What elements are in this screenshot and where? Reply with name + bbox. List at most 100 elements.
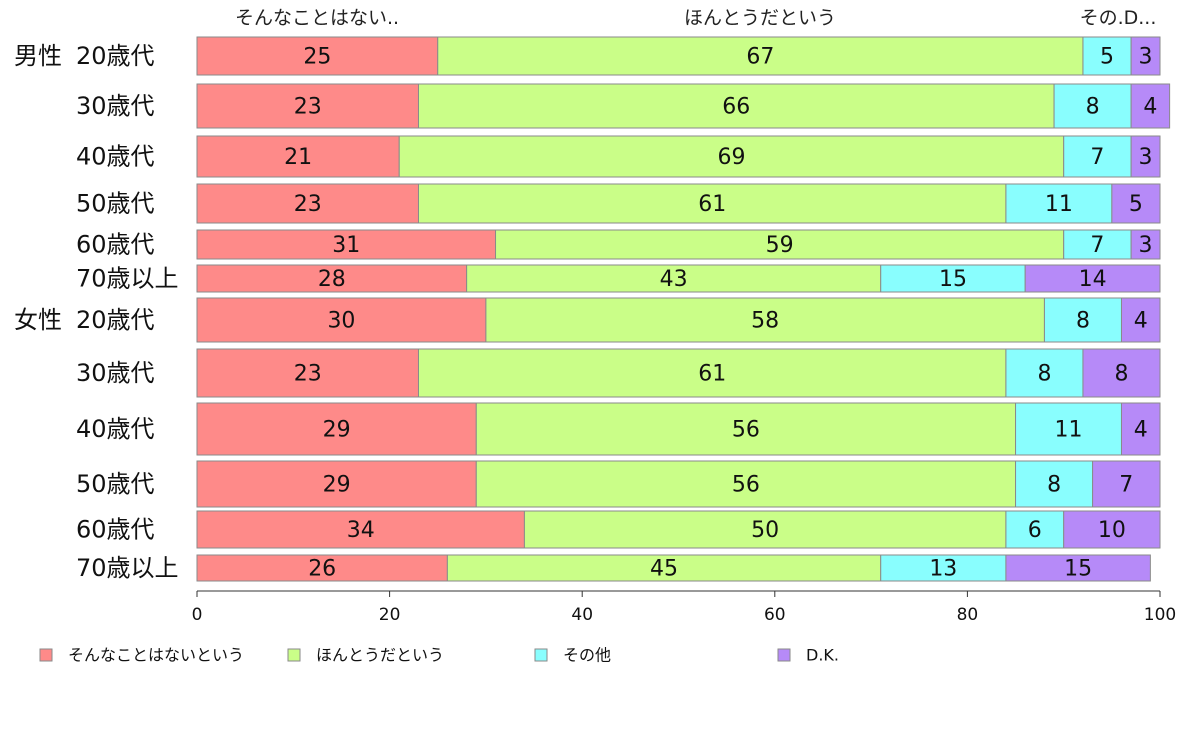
category-label: 20歳代: [76, 306, 155, 334]
data-label: 31: [332, 233, 360, 258]
data-label: 43: [660, 267, 688, 292]
data-label: 5: [1100, 45, 1114, 70]
data-label: 15: [1064, 557, 1092, 582]
data-label: 23: [294, 95, 322, 120]
data-label: 10: [1098, 518, 1126, 543]
category-label: 50歳代: [76, 190, 155, 218]
bar-segment: [196, 460, 477, 508]
bar-segment: [196, 229, 497, 260]
data-label: 3: [1139, 145, 1153, 170]
category-label: 40歳代: [76, 143, 155, 171]
data-label: 23: [294, 362, 322, 387]
data-label: 7: [1119, 473, 1133, 498]
bar-segment: [196, 183, 419, 224]
data-label: 25: [303, 45, 331, 70]
data-label: 61: [698, 192, 726, 217]
column-header-2: ほんとうだという: [684, 7, 836, 29]
data-label: 3: [1139, 45, 1153, 70]
group-label: 男性: [14, 42, 62, 70]
bar-segment: [196, 554, 448, 582]
bar-segment: [417, 183, 1007, 224]
data-label: 59: [766, 233, 794, 258]
bar-segment: [196, 297, 487, 343]
category-label: 20歳代: [76, 42, 155, 70]
bar-segment: [475, 460, 1017, 508]
bar-segment: [417, 83, 1055, 129]
bar-segment: [1130, 135, 1161, 178]
x-tick-label: 60: [764, 605, 786, 625]
bar-segment: [196, 510, 525, 549]
data-label: 23: [294, 192, 322, 217]
data-label: 4: [1143, 95, 1157, 120]
column-header-3: その.D...: [1080, 7, 1157, 29]
bar-segment: [1005, 510, 1065, 549]
bar-segment: [1082, 348, 1161, 398]
bar-segment: [196, 135, 400, 178]
bar-segment: [1130, 36, 1161, 76]
bar-segment: [437, 36, 1084, 76]
data-label: 34: [347, 518, 375, 543]
data-label: 67: [746, 45, 774, 70]
bar-segment: [1120, 402, 1161, 456]
data-label: 7: [1090, 233, 1104, 258]
data-label: 26: [308, 557, 336, 582]
bar-segment: [1120, 297, 1161, 343]
data-label: 56: [732, 473, 760, 498]
column-header-1: そんなことはない..: [235, 7, 399, 29]
data-label: 15: [939, 267, 967, 292]
bar-segment: [880, 264, 1026, 293]
legend-label: その他: [563, 646, 611, 665]
data-label: 13: [929, 557, 957, 582]
legend-label: D.K.: [806, 646, 839, 665]
data-label: 6: [1028, 518, 1042, 543]
legend-swatch: [39, 648, 53, 662]
data-label: 58: [751, 309, 779, 334]
x-tick-label: 80: [957, 605, 979, 625]
bar-segment: [446, 554, 882, 582]
group-label: 女性: [14, 306, 62, 334]
bar-segment: [1015, 402, 1122, 456]
category-label: 60歳代: [76, 231, 155, 259]
category-label: 70歳以上: [76, 265, 179, 293]
data-label: 69: [717, 145, 745, 170]
bar-segment: [1063, 229, 1132, 260]
data-label: 4: [1134, 418, 1148, 443]
data-label: 50: [751, 518, 779, 543]
data-label: 28: [318, 267, 346, 292]
data-label: 21: [284, 145, 312, 170]
bar-segment: [398, 135, 1065, 178]
bar-segment: [1005, 554, 1151, 582]
legend-label: そんなことはないという: [68, 646, 244, 665]
x-tick-label: 100: [1144, 605, 1176, 625]
data-label: 56: [732, 418, 760, 443]
bar-segment: [880, 554, 1007, 582]
data-label: 45: [650, 557, 678, 582]
data-label: 29: [323, 473, 351, 498]
data-label: 11: [1045, 192, 1073, 217]
category-label: 70歳以上: [76, 554, 179, 582]
bar-segment: [1082, 36, 1132, 76]
bar-segment: [196, 36, 439, 76]
bar-segment: [466, 264, 882, 293]
bar-segment: [1092, 460, 1161, 508]
data-label: 3: [1139, 233, 1153, 258]
bar-segment: [495, 229, 1065, 260]
bar-segment: [196, 348, 419, 398]
data-label: 66: [722, 95, 750, 120]
bar-segment: [1130, 229, 1161, 260]
bar-segment: [1024, 264, 1161, 293]
data-label: 61: [698, 362, 726, 387]
category-label: 30歳代: [76, 92, 155, 120]
bar-segment: [1130, 83, 1171, 129]
x-tick-label: 20: [379, 605, 401, 625]
data-label: 14: [1079, 267, 1107, 292]
bar-segment: [1053, 83, 1132, 129]
data-label: 8: [1037, 362, 1051, 387]
bar-segment: [1005, 348, 1084, 398]
data-label: 8: [1076, 309, 1090, 334]
category-label: 50歳代: [76, 470, 155, 498]
data-label: 8: [1114, 362, 1128, 387]
category-label: 30歳代: [76, 359, 155, 387]
category-label: 60歳代: [76, 516, 155, 544]
x-tick-label: 0: [192, 605, 203, 625]
